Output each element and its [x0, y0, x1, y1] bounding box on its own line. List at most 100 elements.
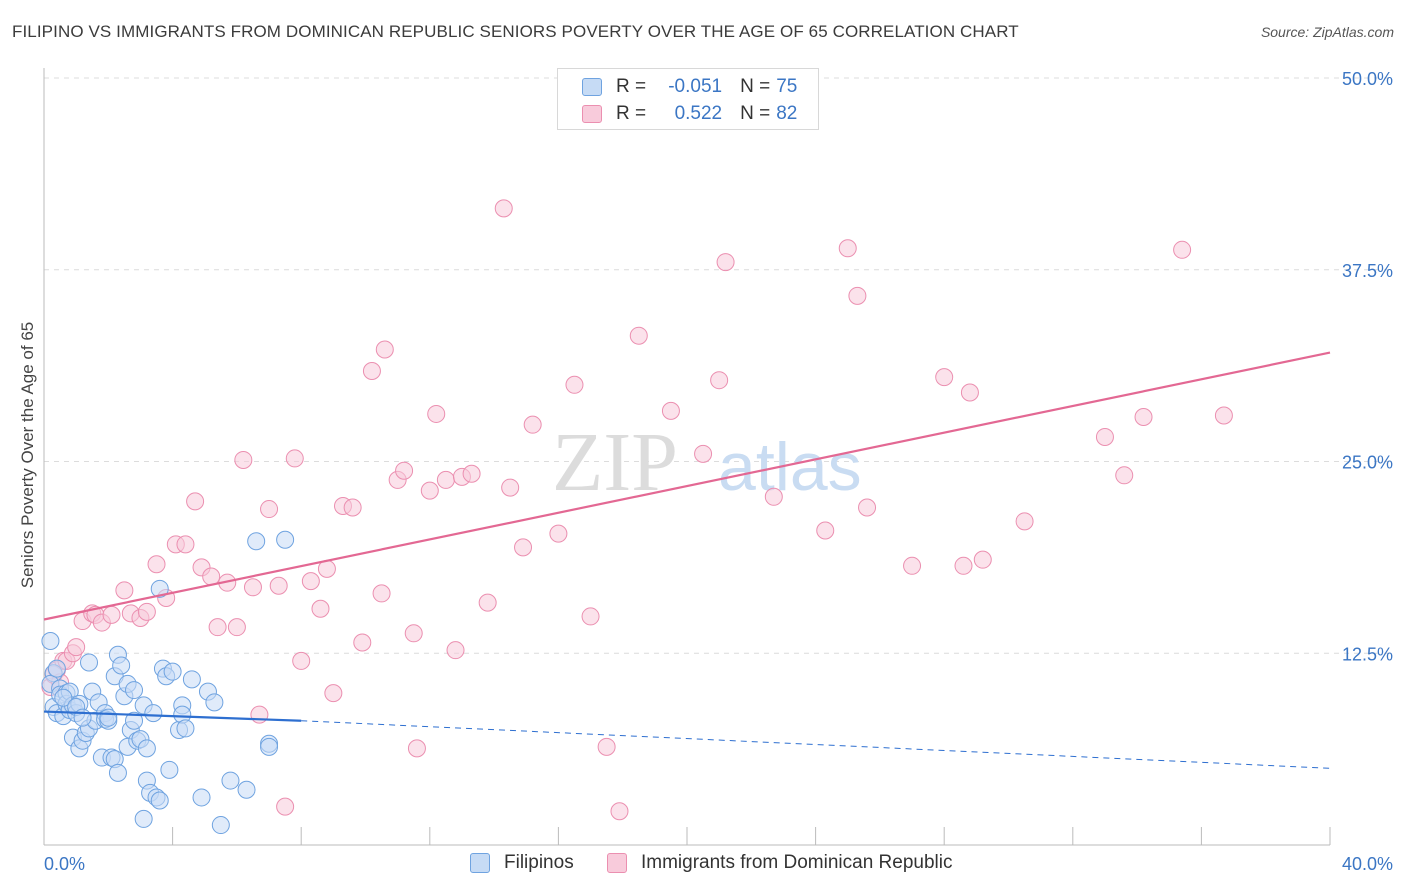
- point-dominican: [395, 461, 414, 480]
- point-dominican: [501, 478, 520, 497]
- point-dominican: [269, 576, 288, 595]
- r-label: R =: [616, 103, 647, 124]
- point-dominican: [661, 401, 680, 420]
- legend-swatch-dominican: [607, 853, 627, 873]
- point-dominican: [301, 572, 320, 591]
- point-dominican: [954, 556, 973, 575]
- n-value: 82: [776, 103, 798, 124]
- point-dominican: [285, 449, 304, 468]
- point-dominican: [353, 633, 372, 652]
- point-filipinos: [176, 719, 195, 738]
- point-dominican: [436, 470, 455, 489]
- point-dominican: [115, 581, 134, 600]
- point-filipinos: [182, 670, 201, 689]
- point-filipinos: [144, 704, 163, 723]
- point-dominican: [243, 578, 262, 597]
- point-dominican: [462, 464, 481, 483]
- point-filipinos: [134, 809, 153, 828]
- point-dominican: [1095, 427, 1114, 446]
- source-label: Source: ZipAtlas.com: [1260, 24, 1394, 40]
- point-dominican: [629, 326, 648, 345]
- point-dominican: [276, 797, 295, 816]
- point-filipinos: [137, 739, 156, 758]
- legend-swatch-blue: [582, 78, 602, 96]
- legend-label-dominican: Immigrants from Dominican Republic: [641, 852, 953, 873]
- point-filipinos: [276, 530, 295, 549]
- point-dominican: [102, 605, 121, 624]
- y-tick-label: 25.0%: [1342, 453, 1393, 473]
- point-dominican: [1134, 408, 1153, 427]
- legend-row-filipinos: R = -0.051 N = 75: [582, 74, 797, 100]
- point-dominican: [523, 415, 542, 434]
- point-dominican: [420, 481, 439, 500]
- point-filipinos: [247, 532, 266, 551]
- point-dominican: [446, 641, 465, 660]
- point-dominican: [1015, 512, 1034, 531]
- n-value: 75: [776, 76, 798, 97]
- point-dominican: [1115, 466, 1134, 485]
- trend-line-filipinos: [43, 710, 302, 722]
- r-value: 0.522: [674, 103, 723, 124]
- watermark: ZIP atlas: [552, 416, 862, 509]
- y-tick-label: 12.5%: [1342, 644, 1393, 664]
- point-dominican: [147, 555, 166, 574]
- legend-row-dominican: R = 0.522 N = 82: [582, 101, 797, 127]
- axes: [43, 68, 1331, 846]
- n-label: N =: [740, 103, 771, 124]
- series-dominican-points: [41, 199, 1233, 821]
- legend-swatch-filipinos: [470, 853, 490, 873]
- point-dominican: [581, 607, 600, 626]
- x-tick-label-max: 40.0%: [1342, 854, 1393, 874]
- point-dominican: [549, 524, 568, 543]
- point-dominican: [375, 340, 394, 359]
- point-filipinos: [211, 816, 230, 835]
- gridlines: [44, 77, 1392, 654]
- point-dominican: [362, 361, 381, 380]
- point-dominican: [710, 371, 729, 390]
- point-filipinos: [47, 659, 66, 678]
- legend-swatch-pink: [582, 105, 602, 123]
- point-dominican: [494, 199, 513, 218]
- point-filipinos: [163, 662, 182, 681]
- watermark-atlas: atlas: [718, 429, 862, 505]
- r-value: -0.051: [668, 76, 723, 97]
- trend-line-dominican: [43, 351, 1331, 621]
- tick-labels: 12.5% 25.0% 37.5% 50.0% 0.0% 40.0%: [44, 69, 1393, 874]
- point-filipinos: [160, 760, 179, 779]
- point-dominican: [324, 684, 343, 703]
- point-filipinos: [150, 579, 169, 598]
- point-filipinos: [205, 693, 224, 712]
- legend-item-filipinos[interactable]: Filipinos: [470, 852, 574, 874]
- point-dominican: [1214, 406, 1233, 425]
- point-dominican: [478, 593, 497, 612]
- point-filipinos: [125, 681, 144, 700]
- point-dominican: [1173, 240, 1192, 259]
- series-filipinos-points: [41, 530, 295, 835]
- point-dominican: [404, 624, 423, 643]
- point-filipinos: [237, 780, 256, 799]
- point-filipinos: [125, 711, 144, 730]
- point-filipinos: [80, 653, 99, 672]
- point-dominican: [176, 535, 195, 554]
- point-dominican: [816, 521, 835, 540]
- point-filipinos: [54, 688, 73, 707]
- correlation-legend: R = -0.051 N = 75 R = 0.522 N = 82: [557, 68, 819, 130]
- point-dominican: [407, 739, 426, 758]
- point-dominican: [960, 383, 979, 402]
- point-dominican: [234, 450, 253, 469]
- y-tick-label: 50.0%: [1342, 69, 1393, 89]
- point-dominican: [67, 638, 86, 657]
- point-dominican: [311, 599, 330, 618]
- point-filipinos: [260, 737, 279, 756]
- point-dominican: [343, 498, 362, 517]
- point-dominican: [597, 737, 616, 756]
- legend-item-dominican[interactable]: Immigrants from Dominican Republic: [607, 852, 953, 874]
- series-legend: Filipinos Immigrants from Dominican Repu…: [0, 850, 1406, 878]
- point-dominican: [858, 498, 877, 517]
- point-dominican: [372, 584, 391, 603]
- point-filipinos: [150, 791, 169, 810]
- point-dominican: [903, 556, 922, 575]
- chart-title: FILIPINO VS IMMIGRANTS FROM DOMINICAN RE…: [12, 22, 1019, 41]
- point-filipinos: [192, 788, 211, 807]
